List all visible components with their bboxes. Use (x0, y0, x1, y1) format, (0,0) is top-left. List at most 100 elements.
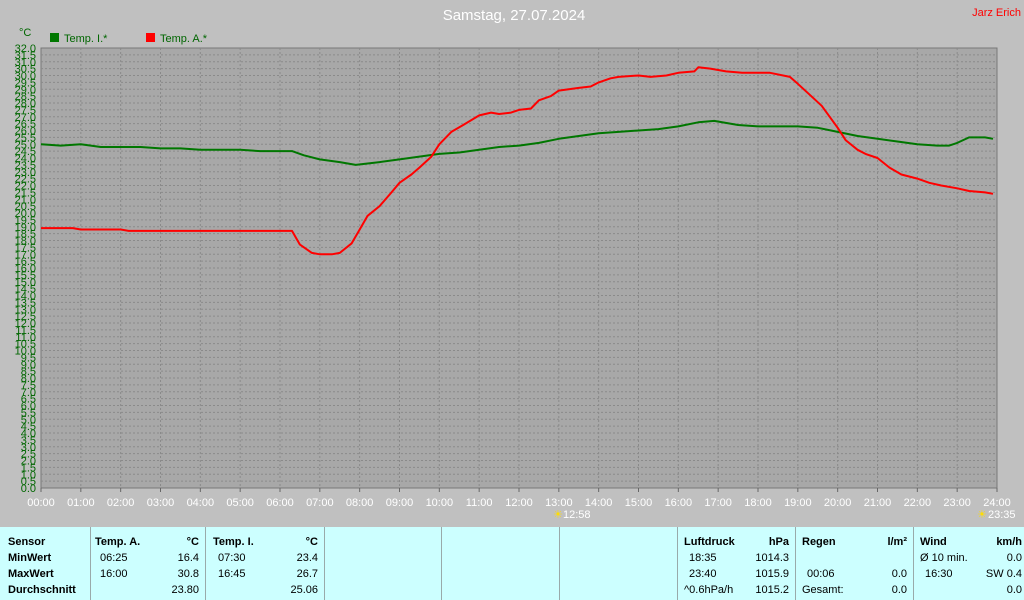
statistics-table: Sensor MinWert MaxWert Durchschnitt Temp… (0, 527, 1024, 600)
y-unit-label: °C (19, 27, 31, 39)
y-tick-label: 8.0 (21, 373, 36, 385)
x-tick-label: 01:00 (67, 497, 95, 509)
empty-column-1 (324, 527, 442, 600)
x-tick-label: 22:00 (904, 497, 932, 509)
y-tick-label: 23.5 (15, 160, 36, 172)
grid-lines (41, 48, 997, 488)
series-line-0 (40, 119, 994, 166)
chart-title: Samstag, 27.07.2024 (443, 7, 586, 24)
y-tick-label: 30.5 (15, 64, 36, 76)
y-tick-label: 17.5 (15, 242, 36, 254)
y-tick-label: 6.5 (21, 394, 36, 406)
y-tick-label: 22.0 (15, 181, 36, 193)
y-tick-label: 29.0 (15, 84, 36, 96)
temperature-chart: 0.00.51.01.52.02.53.03.54.04.55.05.56.06… (15, 7, 1021, 521)
series-lines (40, 66, 994, 256)
wind-column: Wind km/h Ø 10 min. 0.0 16:30 SW 0.4 0.0 (913, 527, 1024, 600)
rain-total-value: 0.0 (891, 584, 907, 596)
temp-a-column: Temp. A. °C 06:25 16.4 16:00 30.8 23.80 (90, 527, 206, 600)
author-label: Jarz Erich (972, 7, 1021, 19)
legend-label-temp-a: Temp. A.* (160, 33, 208, 45)
sunrise-time: 12:58 (563, 509, 591, 521)
wind-extra-value: 0.0 (1006, 584, 1022, 596)
y-tick-label: 31.0 (15, 57, 36, 69)
x-tick-label: 21:00 (864, 497, 892, 509)
y-axis-ticks: 0.00.51.01.52.02.53.03.54.04.55.05.56.06… (15, 43, 36, 495)
y-tick-label: 19.0 (15, 222, 36, 234)
x-tick-label: 17:00 (704, 497, 732, 509)
y-tick-label: 22.5 (15, 174, 36, 186)
rain-header: Regen (802, 536, 836, 548)
y-tick-label: 30.0 (15, 71, 36, 83)
y-tick-label: 14.5 (15, 284, 36, 296)
y-tick-label: 15.5 (15, 270, 36, 282)
y-tick-label: 25.5 (15, 132, 36, 144)
pressure-unit: hPa (768, 536, 789, 548)
y-tick-label: 16.5 (15, 256, 36, 268)
y-tick-label: 27.0 (15, 112, 36, 124)
x-tick-label: 14:00 (585, 497, 613, 509)
x-axis-ticks: 00:00 01:00 02:00 03:00 04:00 05:00 06:00 07:00… (27, 488, 1011, 509)
y-tick-label: 11.0 (15, 332, 36, 344)
y-tick-label: 13.0 (15, 304, 36, 316)
y-tick-label: 23.0 (15, 167, 36, 179)
y-tick-label: 24.0 (15, 153, 36, 165)
y-tick-label: 4.0 (21, 428, 36, 440)
y-tick-label: 25.0 (15, 139, 36, 151)
empty-column-3 (559, 527, 678, 600)
x-tick-label: 18:00 (744, 497, 772, 509)
x-tick-label: 06:00 (266, 497, 294, 509)
x-tick-label: 04:00 (187, 497, 215, 509)
y-tick-label: 19.5 (15, 215, 36, 227)
y-tick-label: 26.0 (15, 126, 36, 138)
y-tick-label: 10.5 (15, 339, 36, 351)
legend: Temp. I.* Temp. A.* (50, 33, 208, 45)
sunset-marker: ☀ 23:35 (977, 509, 1016, 521)
y-tick-label: 32.0 (15, 43, 36, 55)
legend-swatch-temp-a (146, 33, 155, 42)
y-tick-label: 2.0 (21, 456, 36, 468)
pressure-min-time: 18:35 (689, 552, 717, 564)
y-tick-label: 2.5 (21, 449, 36, 461)
rain-unit: l/m² (887, 536, 907, 548)
y-tick-label: 24.5 (15, 146, 36, 158)
y-tick-label: 1.5 (21, 462, 36, 474)
x-tick-label: 20:00 (824, 497, 852, 509)
temp-a-header: Temp. A. (95, 536, 141, 548)
y-tick-label: 12.5 (15, 311, 36, 323)
y-tick-label: 10.0 (15, 346, 36, 358)
sunrise-marker: ☀ 12:58 (553, 509, 591, 521)
pressure-max-value: 1015.9 (755, 568, 789, 580)
x-tick-label: 19:00 (784, 497, 812, 509)
y-tick-label: 21.0 (15, 194, 36, 206)
y-tick-label: 0.0 (21, 483, 36, 495)
y-tick-label: 16.0 (15, 263, 36, 275)
x-tick-label: 13:00 (545, 497, 573, 509)
y-tick-label: 5.0 (21, 414, 36, 426)
y-tick-label: 20.0 (15, 208, 36, 220)
temp-i-max-time: 16:45 (218, 568, 246, 580)
x-tick-label: 08:00 (346, 497, 374, 509)
rain-total-label: Gesamt: (802, 584, 844, 596)
temp-a-min-value: 16.4 (177, 552, 199, 564)
sunset-time: 23:35 (988, 509, 1016, 521)
y-tick-label: 8.5 (21, 366, 36, 378)
pressure-header: Luftdruck (684, 536, 735, 548)
temp-a-average: 23.80 (171, 584, 199, 596)
pressure-average: 1015.2 (755, 584, 789, 596)
y-tick-label: 12.0 (15, 318, 36, 330)
y-tick-label: 6.0 (21, 401, 36, 413)
rain-column: Regen l/m² 00:06 0.0 Gesamt: 0.0 (795, 527, 914, 600)
empty-column-2 (441, 527, 560, 600)
y-tick-label: 9.0 (21, 359, 36, 371)
y-tick-label: 28.0 (15, 98, 36, 110)
x-tick-label: 10:00 (426, 497, 454, 509)
pressure-max-time: 23:40 (689, 568, 717, 580)
wind-max-time: 16:30 (925, 568, 953, 580)
y-tick-label: 13.5 (15, 297, 36, 309)
temp-a-min-time: 06:25 (100, 552, 128, 564)
sun-icon: ☀ (553, 509, 563, 521)
y-tick-label: 4.5 (21, 421, 36, 433)
temp-a-max-time: 16:00 (100, 568, 128, 580)
series-line-1 (41, 66, 994, 256)
